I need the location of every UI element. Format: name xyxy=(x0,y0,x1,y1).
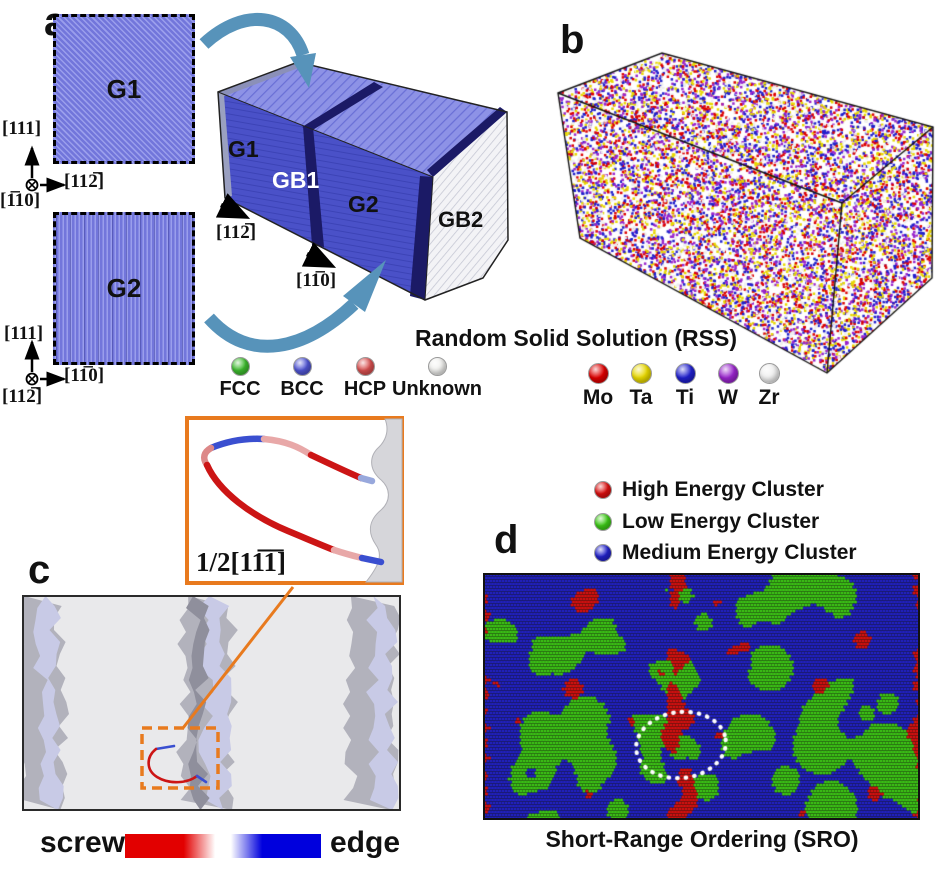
gb2-front-stripe xyxy=(410,176,433,300)
legend-mo: Mo xyxy=(578,363,618,410)
ti-dot-icon xyxy=(674,363,696,384)
low-energy-dot-icon xyxy=(594,513,612,531)
axis-bottom-up-label: [111] xyxy=(4,323,44,344)
g2-square-label: G2 xyxy=(106,273,142,303)
colorbar-screw-label: screw xyxy=(40,826,126,859)
legend-hcp: HCP xyxy=(339,357,391,401)
direction-arrow-110-icon xyxy=(301,242,337,268)
g1-rotation-arrow-icon xyxy=(199,13,316,88)
medium-energy-label: Medium Energy Cluster xyxy=(622,541,857,564)
zr-label: Zr xyxy=(758,386,780,409)
legend-high-energy: High Energy Cluster xyxy=(594,478,824,502)
zoom-region-box xyxy=(140,726,220,790)
high-energy-dot-icon xyxy=(594,481,612,499)
medium-energy-dot-icon xyxy=(594,544,612,562)
bicrystal-box-graphic xyxy=(24,13,509,387)
ta-dot-icon xyxy=(630,363,652,384)
unknown-label: Unknown xyxy=(392,378,482,400)
rss-caption: Random Solid Solution (RSS) xyxy=(415,325,737,351)
axis-top-up-label: [111] xyxy=(2,118,42,139)
box-arrow2-label: [11̅0] xyxy=(296,270,337,291)
axes-bottom-icon xyxy=(24,339,67,387)
rss-atoms-canvas xyxy=(540,40,940,385)
dislocation-loop-small xyxy=(147,744,208,784)
box-arrow1-label: [112̅] xyxy=(216,222,257,243)
axis-top-right-label: [112̅] xyxy=(64,171,105,192)
hcp-dot-icon xyxy=(355,357,375,376)
w-label: W xyxy=(718,386,738,409)
g1-square-label: G1 xyxy=(106,73,142,104)
mo-dot-icon xyxy=(587,363,609,384)
box-g1-label: G1 xyxy=(228,136,259,162)
screw-edge-colorbar xyxy=(125,834,321,858)
w-dot-icon xyxy=(717,363,739,384)
legend-medium-energy: Medium Energy Cluster xyxy=(594,541,857,565)
sro-atoms-canvas xyxy=(483,573,920,820)
axis-bottom-out-label: [112̅] xyxy=(2,386,43,407)
panel-d-label: d xyxy=(494,518,519,562)
g2-grain-square: G2 xyxy=(53,212,195,365)
sro-caption: Short-Range Ordering (SRO) xyxy=(545,826,859,852)
box-gb1-label: GB1 xyxy=(272,167,320,193)
mo-label: Mo xyxy=(582,386,614,409)
high-energy-label: High Energy Cluster xyxy=(622,478,824,501)
g2-rotation-arrow-icon xyxy=(204,260,386,353)
legend-bcc: BCC xyxy=(276,357,328,401)
dislocation-loop-inset xyxy=(200,435,385,566)
gb1-top-stripe xyxy=(302,82,383,131)
zoom-connector-line xyxy=(181,586,295,729)
bcc-label: BCC xyxy=(280,378,324,400)
box-faces xyxy=(217,61,509,301)
axis-bottom-right-label: [11̅0] xyxy=(64,365,105,386)
legend-low-energy: Low Energy Cluster xyxy=(594,510,819,534)
legend-fcc: FCC xyxy=(214,357,266,401)
legend-zr: Zr xyxy=(749,363,789,410)
legend-ti: Ti xyxy=(665,363,705,410)
gb1-front-stripe xyxy=(303,126,324,247)
unknown-dot-icon xyxy=(427,357,447,376)
dislocation-panel-graphic xyxy=(22,416,404,811)
box-g2-label: G2 xyxy=(348,191,379,217)
low-energy-label: Low Energy Cluster xyxy=(622,510,820,533)
direction-arrow-112-icon xyxy=(215,193,251,219)
legend-ta: Ta xyxy=(621,363,661,410)
g1-grain-square: G1 xyxy=(53,14,195,164)
gb-surfaces-group xyxy=(24,597,399,809)
ta-label: Ta xyxy=(629,386,653,409)
ti-label: Ti xyxy=(675,386,695,409)
burgers-vector-label: 1/2[11̅1̅] xyxy=(196,547,287,577)
box-gb2-label: GB2 xyxy=(438,207,484,232)
gb-surface-inset xyxy=(364,418,403,583)
panel-c-label: c xyxy=(28,548,51,592)
bcc-dot-icon xyxy=(292,357,312,376)
axes-top-icon xyxy=(24,145,67,193)
legend-unknown: Unknown xyxy=(392,357,482,401)
hcp-label: HCP xyxy=(343,378,387,400)
gb2-top-stripe xyxy=(427,107,507,177)
loop-inset xyxy=(185,416,404,585)
fcc-dot-icon xyxy=(230,357,250,376)
axis-top-out-label: [1̅10] xyxy=(0,190,41,211)
zr-dot-icon xyxy=(758,363,780,384)
colorbar-edge-label: edge xyxy=(330,826,401,859)
fcc-label: FCC xyxy=(219,378,261,400)
legend-w: W xyxy=(708,363,748,410)
